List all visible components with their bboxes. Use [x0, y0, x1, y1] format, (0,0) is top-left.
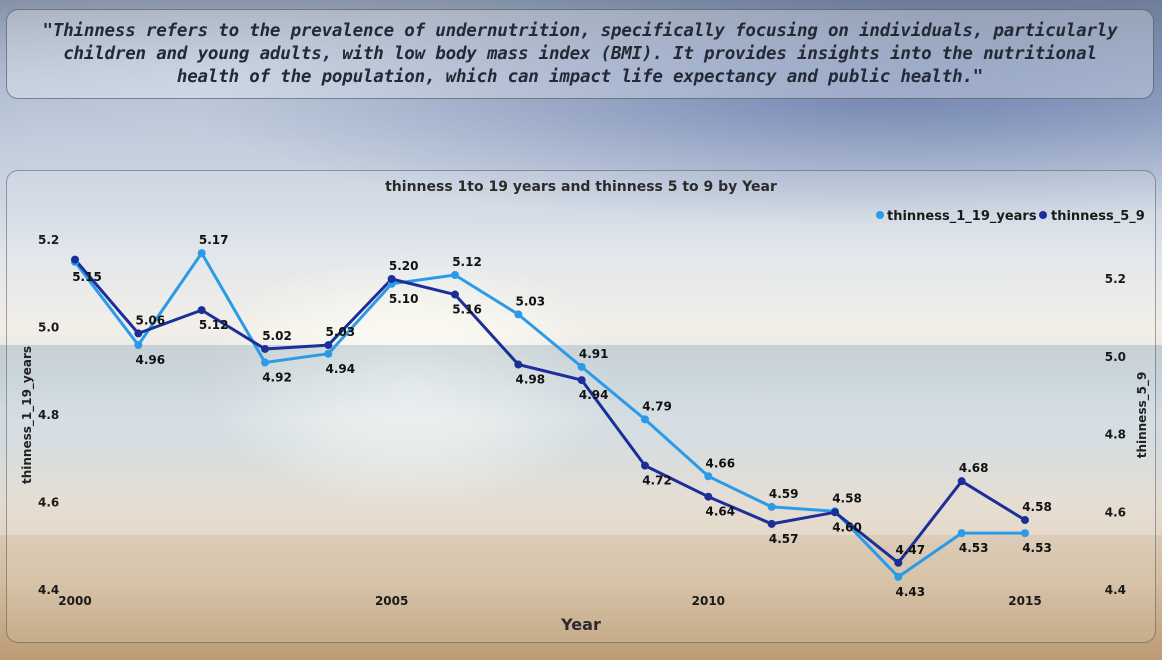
data-point-thinness-1-19-years: [577, 362, 586, 371]
data-label-thinness-1-19-years: 4.58: [832, 491, 862, 505]
data-label-thinness-5-9: 4.58: [1022, 500, 1052, 514]
y-axis-right-label: thinness_5_9: [1135, 372, 1150, 459]
thinness-definition-text: "Thinness refers to the prevalence of un…: [42, 21, 1118, 87]
chart-legend: thinness_1_19_years thinness_5_9: [876, 209, 1145, 224]
data-label-thinness-1-19-years: 5.03: [516, 294, 546, 308]
data-point-thinness-5-9: [641, 461, 649, 470]
series-points: [71, 249, 1029, 581]
data-point-thinness-5-9: [514, 360, 523, 369]
data-point-thinness-1-19-years: [641, 415, 649, 424]
data-point-thinness-1-19-years: [134, 341, 143, 349]
data-label-thinness-5-9: 5.03: [326, 325, 356, 339]
x-tick: 2000: [58, 594, 91, 608]
data-point-thinness-5-9: [197, 306, 206, 315]
series-line-thinness-5-9: [73, 258, 1026, 565]
quote-card: "Thinness refers to the prevalence of un…: [6, 9, 1154, 99]
data-label-thinness-1-19-years: 4.94: [326, 362, 356, 376]
data-point-thinness-1-19-years: [197, 249, 206, 258]
data-point-thinness-1-19-years: [451, 271, 459, 279]
data-label-thinness-5-9: 5.20: [389, 259, 419, 273]
data-point-thinness-1-19-years: [261, 358, 269, 367]
data-label-thinness-5-9: 5.02: [262, 329, 292, 343]
data-label-thinness-1-19-years: 4.53: [959, 541, 989, 555]
y-tick-left: 5.0: [38, 321, 59, 335]
data-point-thinness-5-9: [1021, 516, 1029, 525]
y-tick-right: 4.8: [1105, 428, 1126, 442]
data-point-thinness-5-9: [957, 477, 966, 486]
x-tick: 2015: [1008, 594, 1041, 608]
data-label-thinness-1-19-years: 4.59: [769, 487, 799, 501]
data-label-thinness-5-9: 4.47: [896, 543, 926, 557]
data-label-thinness-1-19-years: 5.17: [199, 233, 229, 247]
y-tick-right: 4.6: [1105, 505, 1126, 519]
y-tick-left: 4.4: [38, 583, 59, 597]
data-point-thinness-1-19-years: [704, 472, 713, 481]
data-label-thinness-5-9: 5.16: [452, 303, 482, 317]
legend-label-thinness-5-9[interactable]: thinness_5_9: [1051, 209, 1145, 224]
data-label-thinness-1-19-years: 5.15: [72, 270, 102, 284]
y-tick-right: 5.2: [1105, 272, 1126, 286]
data-point-thinness-5-9: [134, 329, 143, 338]
y-axis-left-label: thinness_1_19_years: [20, 346, 35, 484]
data-labels: 5.15 4.96 5.17 4.92 4.94 5.10 5.12 5.03 4.91 4.79…: [72, 233, 1052, 599]
x-tick: 2005: [375, 594, 408, 608]
data-label-thinness-1-19-years: 4.91: [579, 347, 609, 361]
data-label-thinness-5-9: 4.64: [706, 505, 736, 519]
data-label-thinness-1-19-years: 4.96: [136, 353, 166, 367]
chart-card: [6, 170, 1156, 643]
data-label-thinness-5-9: 4.98: [516, 373, 546, 387]
data-label-thinness-1-19-years: 4.43: [896, 585, 926, 599]
data-label-thinness-1-19-years: 4.53: [1022, 541, 1052, 555]
y-tick-left: 5.2: [38, 233, 59, 247]
data-label-thinness-1-19-years: 5.12: [452, 255, 482, 269]
legend-label-thinness-1-19[interactable]: thinness_1_19_years: [887, 209, 1037, 224]
series-lines: [73, 251, 1026, 579]
y-tick-right: 5.0: [1105, 350, 1126, 364]
data-point-thinness-5-9: [577, 376, 586, 385]
y-tick-left: 4.8: [38, 408, 59, 422]
data-point-thinness-5-9: [767, 519, 776, 528]
data-label-thinness-1-19-years: 4.92: [262, 371, 292, 385]
data-label-thinness-1-19-years: 4.79: [642, 399, 672, 413]
data-point-thinness-5-9: [894, 558, 903, 567]
data-label-thinness-1-19-years: 4.66: [706, 456, 736, 470]
data-label-thinness-5-9: 4.57: [769, 532, 799, 546]
data-point-thinness-1-19-years: [1021, 529, 1029, 538]
series-line-thinness-1-19-years: [73, 251, 1025, 579]
data-point-thinness-5-9: [704, 492, 713, 501]
data-point-thinness-5-9: [324, 341, 333, 350]
data-label-thinness-5-9: 4.72: [642, 474, 672, 488]
data-point-thinness-1-19-years: [324, 349, 333, 358]
data-point-thinness-5-9: [831, 508, 839, 517]
chart-title: thinness 1to 19 years and thinness 5 to …: [385, 179, 777, 195]
data-point-thinness-5-9: [71, 255, 79, 264]
y-tick-left: 4.6: [38, 496, 59, 510]
data-label-thinness-5-9: 4.68: [959, 461, 989, 475]
data-label-thinness-5-9: 5.06: [136, 313, 166, 327]
data-label-thinness-1-19-years: 5.10: [389, 292, 419, 306]
data-point-thinness-5-9: [387, 275, 396, 283]
data-point-thinness-1-19-years: [894, 572, 903, 581]
axis-ticks: 4.4 4.6 4.8 5.0 5.2 4.4 4.6 4.8 5.0 5.2 2000 2005 20…: [38, 233, 1126, 608]
data-point-thinness-5-9: [451, 290, 459, 299]
data-label-thinness-5-9: 4.60: [832, 520, 862, 534]
data-point-thinness-1-19-years: [514, 310, 523, 319]
data-label-thinness-5-9: 5.12: [199, 318, 229, 332]
x-axis-label: Year: [560, 615, 601, 634]
data-label-thinness-5-9: 4.94: [579, 388, 609, 402]
x-tick: 2010: [692, 594, 725, 608]
legend-marker-thinness-5-9: [1039, 211, 1047, 219]
data-point-thinness-1-19-years: [957, 529, 966, 538]
data-point-thinness-5-9: [261, 344, 269, 353]
data-point-thinness-1-19-years: [767, 502, 776, 511]
legend-marker-thinness-1-19: [876, 211, 884, 219]
y-tick-right: 4.4: [1105, 583, 1126, 597]
